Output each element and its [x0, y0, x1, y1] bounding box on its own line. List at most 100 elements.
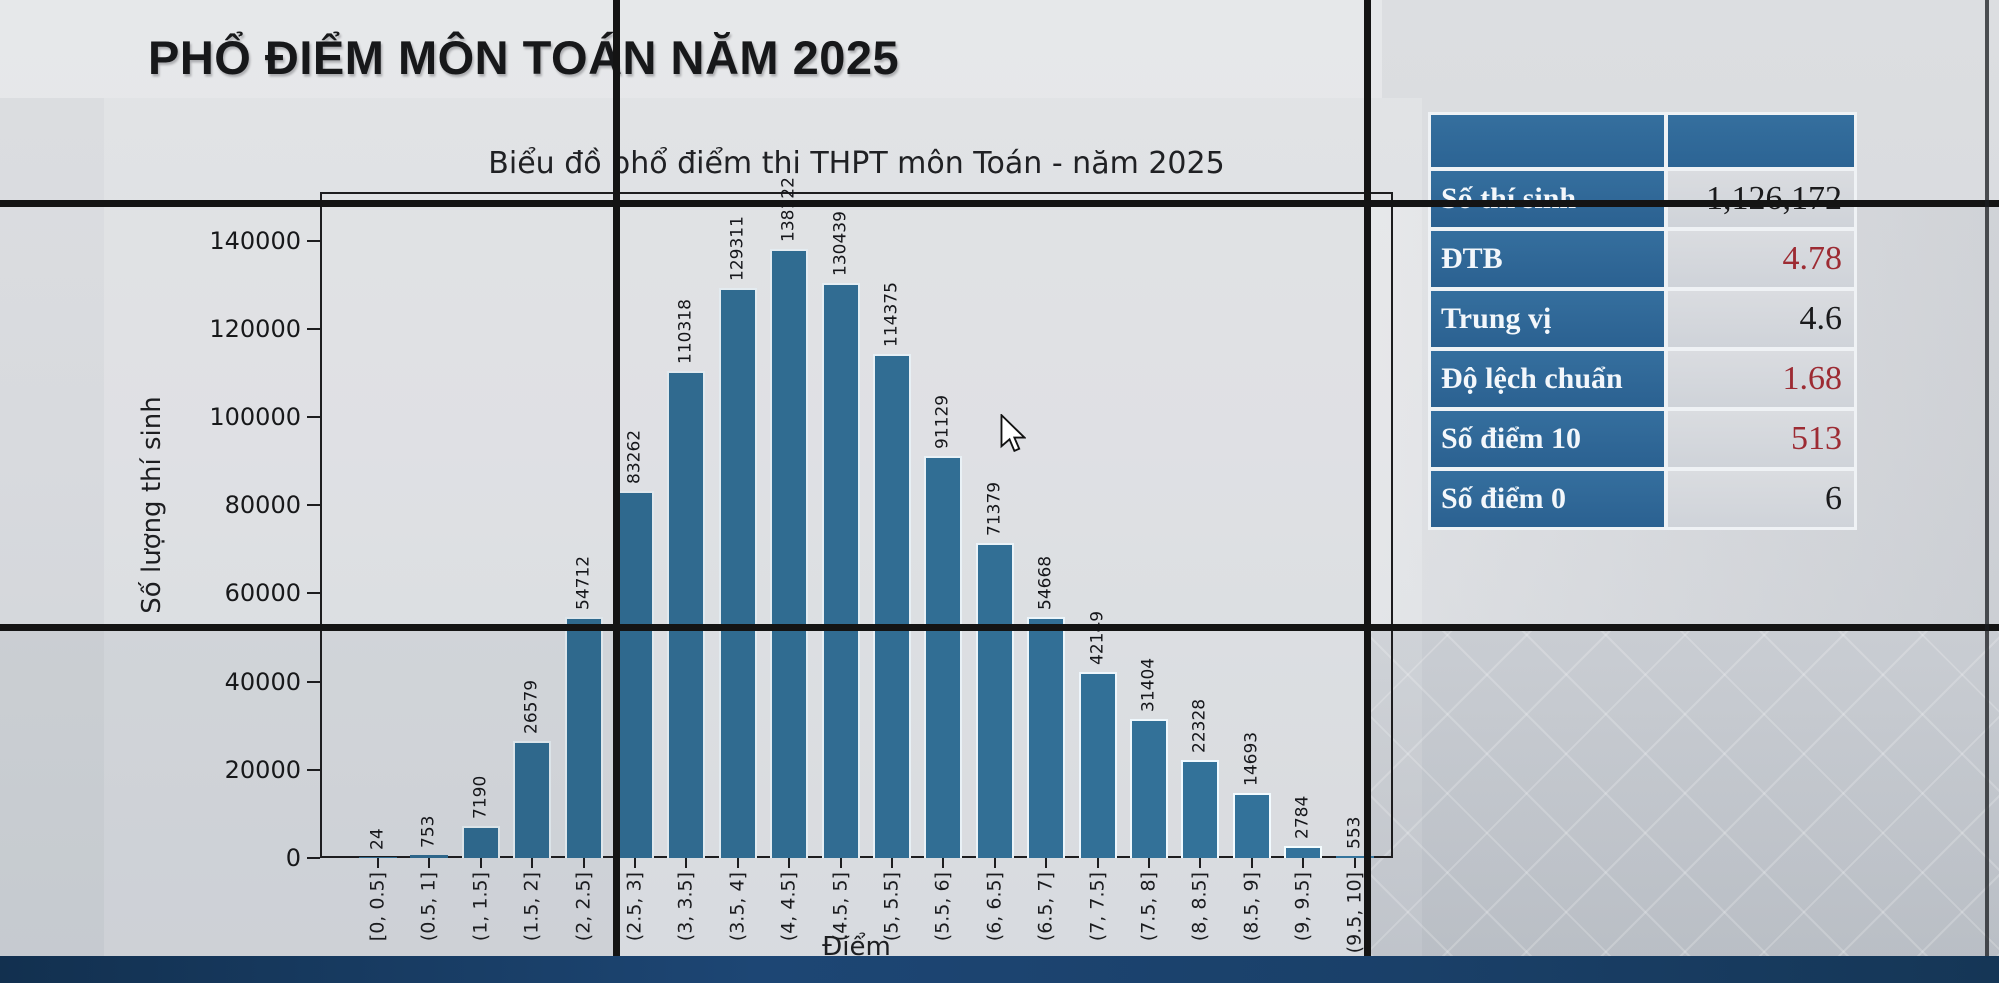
y-axis-tick: [307, 327, 320, 330]
x-axis-tick: [942, 858, 945, 868]
bar: [873, 353, 911, 858]
bar-value-label: 14693: [1241, 732, 1262, 787]
bar: [975, 543, 1014, 858]
bar: [1027, 616, 1066, 858]
x-axis-tick-label: (5.5, 6]: [931, 872, 954, 942]
x-axis-tick: [634, 858, 636, 868]
bar: [1232, 793, 1271, 858]
x-axis-tick-label: (6.5, 7]: [1034, 872, 1057, 942]
stats-table-row-value: 1.68: [1668, 351, 1854, 407]
x-axis-tick-label: (8.5, 9]: [1240, 872, 1263, 942]
bar: [461, 826, 500, 858]
y-axis-tick-label: 60000: [224, 579, 301, 608]
x-axis-tick-label: (2.5, 3]: [623, 872, 646, 942]
bar: [513, 740, 552, 858]
x-axis-tick: [1045, 858, 1048, 868]
x-axis-tick: [736, 858, 739, 868]
y-axis-tick-label: 0: [285, 844, 301, 872]
x-axis-tick-label: [0, 0.5]: [366, 872, 389, 942]
bar-value-label: 753: [418, 815, 439, 848]
x-axis-tick: [1199, 858, 1202, 868]
mouse-cursor-icon: [1000, 414, 1026, 452]
bar: [410, 854, 449, 858]
bar: [1335, 855, 1374, 858]
y-axis-tick-label: 20000: [224, 755, 301, 784]
x-axis-tick-label: (6, 6.5]: [983, 872, 1006, 942]
bar-value-label: 114375: [881, 281, 902, 347]
x-axis-tick-label: (5, 5.5]: [880, 872, 903, 942]
stats-table-row-label: Trung vị: [1431, 291, 1664, 347]
x-axis-tick: [1250, 858, 1253, 868]
stats-table-row-value: 1,126,172: [1668, 171, 1854, 227]
bar-value-label: 91129: [932, 394, 953, 450]
bar-value-label: 138122: [778, 176, 799, 242]
video-wall-bezel-horizontal-1: [0, 200, 1999, 207]
y-axis-tick: [307, 504, 320, 507]
x-axis-tick-label: (9, 9.5]: [1291, 872, 1314, 942]
y-axis-tick-label: 120000: [209, 314, 301, 343]
x-axis-tick-label: (4, 4.5]: [777, 872, 800, 942]
x-axis-tick-label: (2, 2.5]: [572, 872, 595, 942]
bar: [924, 456, 963, 858]
video-wall-bezel-vertical-2: [1364, 0, 1371, 983]
bar-value-label: 129311: [727, 215, 748, 281]
bar: [1078, 672, 1117, 858]
bar: [667, 371, 706, 858]
y-axis-tick-label: 80000: [224, 491, 301, 520]
x-axis-tick-label: (1, 1.5]: [469, 872, 492, 942]
stats-table-header-cell: [1431, 115, 1664, 167]
x-axis-tick: [891, 858, 893, 868]
x-axis-tick-label: (1.5, 2]: [520, 872, 543, 942]
bar: [616, 490, 654, 858]
bar: [1181, 759, 1220, 858]
y-axis-tick-label: 140000: [209, 226, 301, 255]
bar-value-label: 54712: [573, 555, 594, 610]
x-axis-tick: [582, 858, 585, 868]
page-title: PHỔ ĐIỂM MÔN TOÁN NĂM 2025: [148, 31, 900, 84]
x-axis-tick: [788, 858, 791, 868]
bar: [1130, 719, 1168, 858]
x-axis-tick: [377, 858, 379, 868]
x-axis-tick: [479, 858, 482, 868]
y-axis-tick: [307, 592, 320, 595]
x-axis-tick-label: (3, 3.5]: [674, 872, 697, 942]
bar-value-label: 71379: [984, 482, 1005, 537]
y-axis-tick: [307, 680, 320, 683]
stats-table-row-value: 4.78: [1668, 231, 1854, 287]
bar: [564, 616, 603, 858]
x-axis-tick: [1096, 858, 1099, 868]
stats-table-row-value: 4.6: [1668, 291, 1854, 347]
stats-table-row-label: Số thí sinh: [1431, 171, 1664, 227]
video-wall-bottom-frame: [0, 956, 1999, 983]
bar-value-label: 26579: [521, 679, 542, 734]
x-axis-tick: [428, 858, 431, 868]
x-axis-tick: [839, 858, 842, 868]
video-wall-bezel-vertical-1: [613, 0, 620, 983]
stats-table-row-value: 513: [1668, 411, 1854, 467]
stats-table-row-label: Độ lệch chuẩn: [1431, 351, 1664, 407]
y-axis-tick-label: 40000: [224, 667, 301, 696]
x-axis-tick-label: (8, 8.5]: [1188, 872, 1211, 942]
x-axis-tick-label: (3.5, 4]: [726, 872, 749, 942]
y-axis-tick: [307, 857, 320, 859]
stats-table-row-label: Số điểm 0: [1431, 471, 1664, 527]
x-axis-tick: [993, 858, 996, 868]
bar-value-label: 31404: [1138, 658, 1159, 713]
bar-value-label: 42149: [1087, 611, 1108, 666]
bar: [770, 248, 809, 858]
bar-value-label: 83262: [624, 429, 645, 484]
bar-value-label: 553: [1344, 816, 1365, 849]
stats-table-row-label: Số điểm 10: [1431, 411, 1664, 467]
bar-value-label: 7190: [470, 776, 491, 820]
x-axis-tick: [1148, 858, 1150, 868]
stats-table-row-label: ĐTB: [1431, 231, 1664, 287]
x-axis-tick-label: (7.5, 8]: [1137, 872, 1160, 942]
bar-value-label: 24: [367, 828, 388, 850]
bar-value-label: 54668: [1035, 555, 1056, 610]
bar: [821, 282, 860, 858]
x-axis-tick-label: (7, 7.5]: [1086, 872, 1109, 942]
y-axis-tick-label: 100000: [209, 402, 301, 431]
bar-value-label: 2784: [1292, 795, 1313, 839]
